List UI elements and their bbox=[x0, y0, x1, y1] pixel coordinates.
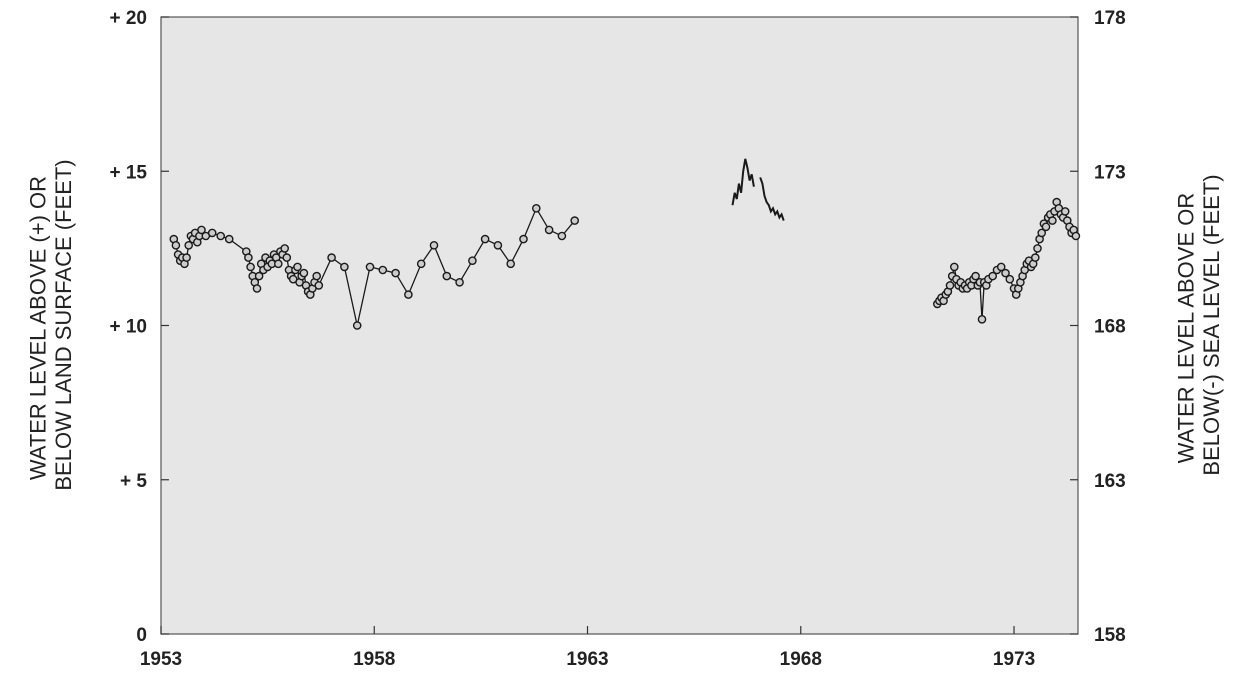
series-1-point-64 bbox=[455, 277, 464, 287]
series-1-point-34 bbox=[273, 259, 283, 269]
y-tick-label-left-15: + 15 bbox=[109, 162, 147, 183]
series-4-point-49 bbox=[1048, 216, 1057, 225]
series-4-point-9 bbox=[950, 262, 959, 272]
series-1-point-66 bbox=[480, 234, 490, 244]
series-4-point-44 bbox=[1037, 228, 1046, 238]
series-4-point-22 bbox=[977, 314, 987, 324]
series-4-point-30 bbox=[1005, 274, 1015, 284]
series-1-point-16 bbox=[207, 228, 217, 238]
series-1-point-17 bbox=[216, 231, 225, 241]
x-tick-label-1963: 1963 bbox=[566, 649, 608, 670]
y-tick-label-left-0: 0 bbox=[136, 625, 147, 646]
series-1-point-63 bbox=[442, 271, 452, 281]
y-tick-label-right-178: 178 bbox=[1094, 8, 1126, 29]
series-1-point-61 bbox=[416, 259, 426, 269]
series-4-point-46 bbox=[1041, 222, 1051, 232]
y-tick-label-left-20: + 20 bbox=[109, 8, 147, 29]
series-1-point-54 bbox=[327, 253, 336, 262]
series-1 bbox=[169, 203, 580, 330]
y-axis-label-left-line-1: WATER LEVEL ABOVE (+) OR bbox=[26, 176, 51, 480]
series-1-point-21 bbox=[246, 262, 255, 272]
y-tick-label-left-10: + 10 bbox=[109, 317, 147, 338]
series-4-point-26 bbox=[988, 271, 998, 281]
series-4-point-29 bbox=[1001, 268, 1010, 278]
series-layer bbox=[169, 158, 1081, 330]
series-1-point-37 bbox=[280, 244, 290, 253]
series-1-point-62 bbox=[429, 240, 439, 250]
series-1-point-65 bbox=[468, 256, 477, 266]
series-4-point-7 bbox=[945, 281, 955, 290]
series-1-point-53 bbox=[314, 281, 324, 290]
y-tick-label-right-168: 168 bbox=[1094, 317, 1126, 338]
series-1-point-2 bbox=[171, 240, 181, 250]
series-4 bbox=[933, 197, 1081, 324]
series-1-point-52 bbox=[312, 271, 322, 281]
y-tick-label-right-158: 158 bbox=[1094, 625, 1126, 646]
series-4-point-41 bbox=[1031, 253, 1040, 262]
series-1-point-58 bbox=[378, 265, 388, 275]
series-2-line bbox=[731, 158, 755, 206]
y-tick-label-left-5: + 5 bbox=[120, 471, 147, 492]
series-4-point-19 bbox=[971, 271, 980, 281]
series-1-point-59 bbox=[391, 268, 400, 278]
y-axis-label-right-line-1: WATER LEVEL ABOVE OR bbox=[1174, 193, 1199, 464]
series-1-point-70 bbox=[532, 203, 541, 213]
series-1-point-67 bbox=[493, 240, 503, 250]
y-axis-label-right-line-2: BELOW(-) SEA LEVEL (FEET) bbox=[1199, 174, 1224, 475]
series-1-point-43 bbox=[293, 262, 302, 272]
series-1-point-24 bbox=[252, 284, 262, 293]
series-1-point-73 bbox=[570, 216, 580, 225]
series-1-point-7 bbox=[182, 253, 191, 262]
series-1-point-14 bbox=[197, 225, 206, 235]
series-1-point-46 bbox=[299, 268, 309, 278]
series-4-point-42 bbox=[1033, 244, 1042, 253]
series-3-line bbox=[759, 177, 785, 221]
series-1-point-18 bbox=[224, 234, 234, 244]
series-1-point-20 bbox=[244, 253, 253, 262]
x-tick-label-1973: 1973 bbox=[993, 649, 1035, 670]
axes-layer: 1953 1958 1963 1968 1973 0 + 5 + 10 + 15 + 20 158 1… bbox=[109, 8, 1125, 670]
y-axis-label-left-line-2: BELOW LAND SURFACE (FEET) bbox=[51, 159, 76, 490]
series-4-point-55 bbox=[1060, 207, 1070, 216]
series-1-point-56 bbox=[352, 321, 362, 330]
plot-area bbox=[160, 16, 1079, 635]
series-1-point-72 bbox=[557, 231, 567, 241]
series-4-point-28 bbox=[996, 262, 1006, 272]
x-tick-label-1953: 1953 bbox=[140, 649, 182, 670]
series-1-point-57 bbox=[365, 262, 375, 272]
series-3 bbox=[759, 177, 785, 221]
series-1-point-38 bbox=[282, 253, 292, 262]
series-1-point-25 bbox=[254, 271, 264, 281]
series-1-point-55 bbox=[340, 262, 349, 272]
y-axis-label-right: WATER LEVEL ABOVE OR BELOW(-) SEA LEVEL … bbox=[1174, 174, 1224, 475]
series-1-point-71 bbox=[544, 225, 554, 235]
x-tick-label-1968: 1968 bbox=[780, 649, 822, 670]
y-tick-label-right-163: 163 bbox=[1094, 471, 1126, 492]
y-axis-label-left: WATER LEVEL ABOVE (+) OR BELOW LAND SURF… bbox=[26, 159, 76, 490]
series-1-point-8 bbox=[184, 240, 193, 250]
series-1-point-69 bbox=[519, 234, 528, 244]
series-1-point-68 bbox=[506, 259, 516, 269]
x-tick-label-1958: 1958 bbox=[353, 649, 395, 670]
series-2 bbox=[731, 158, 755, 206]
series-4-point-60 bbox=[1071, 231, 1081, 241]
series-1-point-60 bbox=[404, 290, 413, 299]
y-tick-label-right-173: 173 bbox=[1094, 162, 1126, 183]
